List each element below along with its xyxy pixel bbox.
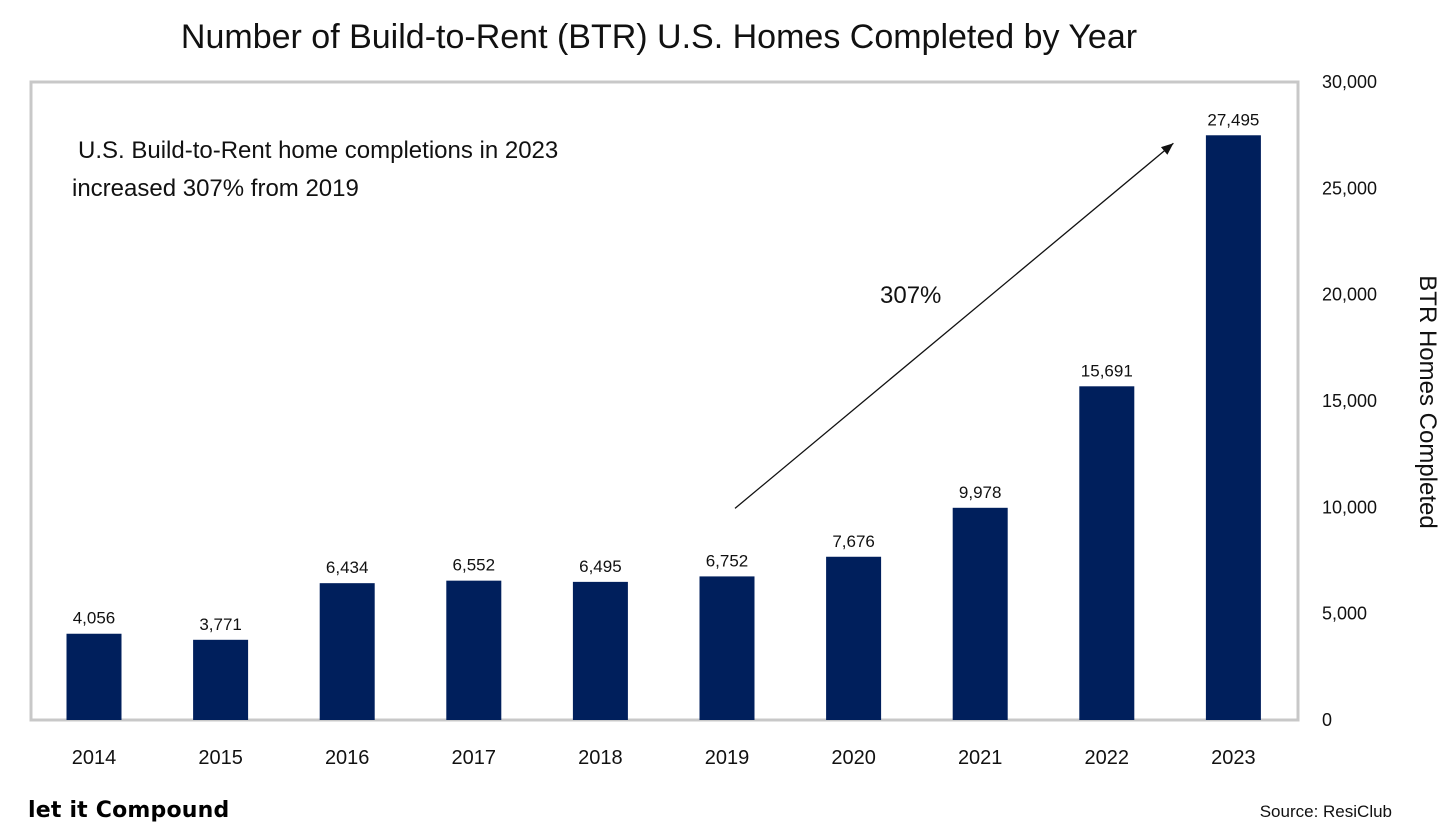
bar-2017 (446, 580, 502, 720)
bar-2019 (699, 576, 755, 720)
x-tick-label-2015: 2015 (198, 747, 243, 769)
data-label-2023: 27,495 (1207, 110, 1259, 129)
data-label-2019: 6,752 (706, 551, 749, 570)
y-tick-label-10000: 10,000 (1322, 497, 1377, 517)
bar-2023 (1205, 135, 1261, 720)
data-label-2020: 7,676 (832, 532, 875, 551)
bar-2014 (66, 633, 122, 720)
x-tick-label-2021: 2021 (958, 747, 1003, 769)
data-label-2017: 6,552 (453, 556, 496, 575)
data-label-2021: 9,978 (959, 483, 1002, 502)
bar-2015 (193, 639, 249, 720)
y-tick-label-0: 0 (1322, 710, 1332, 730)
data-label-2016: 6,434 (326, 558, 369, 577)
trend-arrow-line (734, 142, 1174, 509)
bar-2022 (1079, 386, 1135, 720)
bar-2020 (826, 556, 882, 720)
data-label-2015: 3,771 (199, 615, 242, 634)
chart-annotation: U.S. Build-to-Rent home completions in 2… (72, 132, 712, 208)
y-axis-title: BTR Homes Completed (1414, 275, 1441, 528)
y-tick-label-15000: 15,000 (1322, 391, 1377, 411)
x-tick-label-2023: 2023 (1211, 747, 1256, 769)
y-tick-label-20000: 20,000 (1322, 285, 1377, 305)
data-labels-group: 4,056 3,771 6,434 6,552 6,495 6,752 7,676 9,978… (73, 110, 1260, 634)
x-tick-label-2020: 2020 (831, 747, 876, 769)
trend-arrow (734, 142, 1174, 509)
x-tick-label-2016: 2016 (325, 747, 370, 769)
x-tick-label-2022: 2022 (1085, 747, 1130, 769)
brand-logo-text: let it Compound (28, 798, 230, 823)
trend-arrow-head (1160, 143, 1174, 155)
x-tick-label-2014: 2014 (72, 747, 117, 769)
x-tick-label-2018: 2018 (578, 747, 623, 769)
y-tick-label-30000: 30,000 (1322, 72, 1377, 92)
x-axis-labels: 2014 2015 2016 2017 2018 2019 2020 2021 2022 2023 (72, 747, 1256, 769)
bars-group (66, 135, 1261, 720)
x-tick-label-2019: 2019 (705, 747, 750, 769)
y-axis-labels: 0 5,000 10,000 15,000 20,000 25,000 30,000 (1322, 72, 1377, 730)
annotation-line-1: U.S. Build-to-Rent home completions in 2… (78, 137, 559, 164)
data-label-2014: 4,056 (73, 609, 116, 628)
y-tick-label-5000: 5,000 (1322, 604, 1367, 624)
data-label-2022: 15,691 (1081, 361, 1133, 380)
source-note: Source: ResiClub (1259, 802, 1392, 821)
data-label-2018: 6,495 (579, 557, 622, 576)
chart-title: Number of Build-to-Rent (BTR) U.S. Homes… (180, 18, 1138, 56)
bar-2016 (319, 583, 375, 720)
arrow-label: 307% (880, 282, 942, 309)
annotation-line-2: increased 307% from 2019 (72, 175, 359, 202)
bar-2018 (572, 581, 628, 720)
x-tick-label-2017: 2017 (452, 747, 497, 769)
bar-2021 (952, 507, 1008, 720)
y-tick-label-25000: 25,000 (1322, 178, 1377, 198)
